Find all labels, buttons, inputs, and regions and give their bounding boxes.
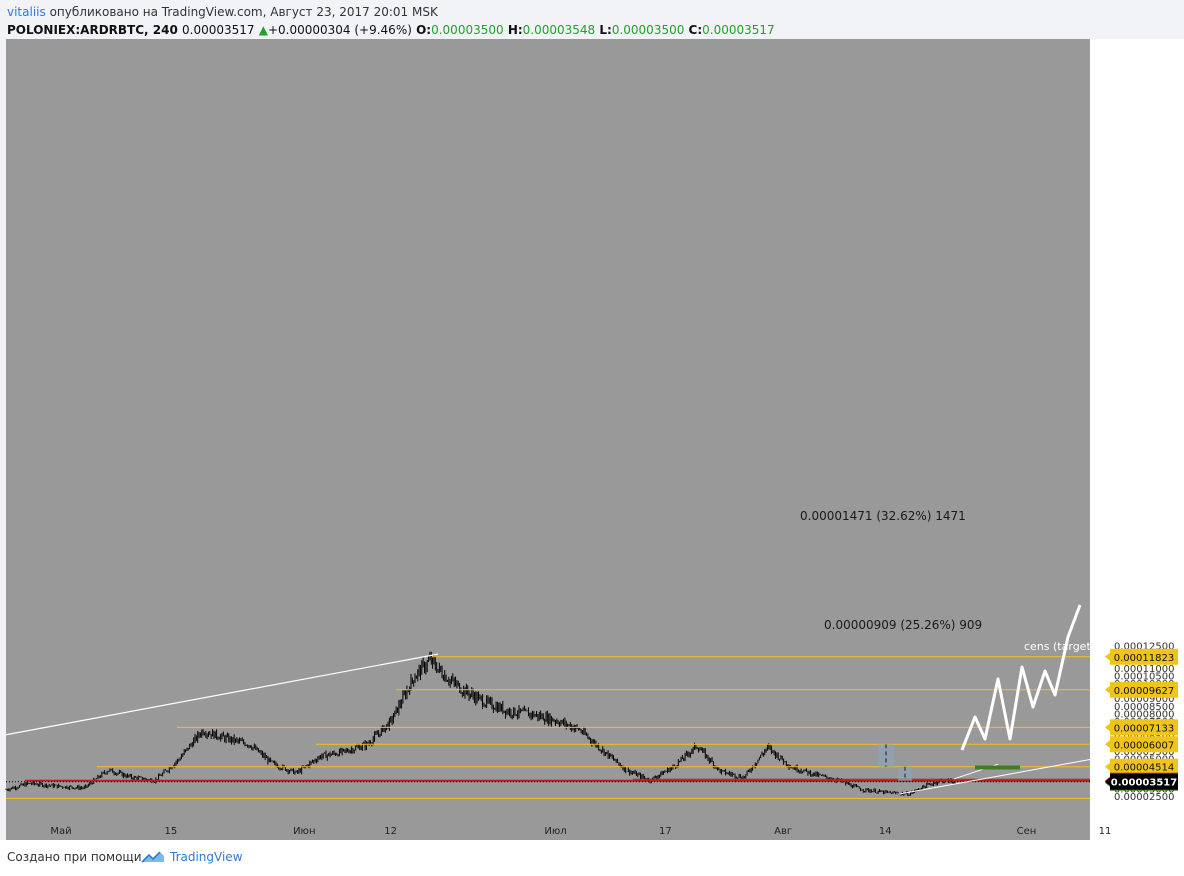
y-tick-label: 0.00012500 <box>1114 642 1174 653</box>
price-badge-pointer <box>1105 740 1110 749</box>
symbol-name[interactable]: POLONIEX:ARDRBTC, 240 <box>7 23 178 37</box>
high-label: H: <box>507 23 523 37</box>
published-text: опубликовано на TradingView.com, Август … <box>49 5 438 19</box>
change-up-arrow-icon: ▲ <box>258 23 268 37</box>
x-tick-label: 17 <box>659 826 672 837</box>
low-value: 0.00003500 <box>611 23 685 37</box>
measure-box-1 <box>878 744 894 767</box>
x-tick-label: Авг <box>774 826 792 837</box>
symbol-info-bar: POLONIEX:ARDRBTC, 240 0.00003517 ▲+0.000… <box>7 21 775 39</box>
low-label: L: <box>599 23 612 37</box>
x-tick-label: Июн <box>293 826 315 837</box>
price-badge-bg <box>1110 773 1178 790</box>
price-badge-pointer <box>1105 723 1110 732</box>
high-value: 0.00003548 <box>522 23 596 37</box>
target-label: cens (target) <box>1024 640 1095 653</box>
price-badges: 0.00011823 0.00009627 0.00007133 0.00006007… <box>1105 648 1178 791</box>
y-tick-label: 0.00008500 <box>1114 702 1174 713</box>
price-badge-pointer <box>1105 762 1110 771</box>
price-badge-bg <box>1110 736 1178 753</box>
price-badge-bg <box>1110 648 1178 665</box>
open-label: O: <box>416 23 432 37</box>
price-badge-pointer <box>1105 777 1110 786</box>
drawings-group <box>5 604 1109 799</box>
y-tick-label: 0.00009000 <box>1114 694 1174 705</box>
x-tick-label: 14 <box>879 826 892 837</box>
measure-label-2: 0.00000909 (25.26%) 909 <box>824 618 982 632</box>
price-badge-label: 0.00003517 <box>1111 778 1177 789</box>
y-tick-label: 0.00002500 <box>1114 792 1174 803</box>
author-link[interactable]: vitaliis <box>7 5 46 19</box>
price-badge-pointer <box>1105 685 1110 694</box>
x-tick-label: Май <box>50 826 71 837</box>
channel-lower-line <box>897 755 1109 795</box>
y-tick-label: 0.00008000 <box>1114 709 1174 720</box>
footer: Создано при помощи TradingView <box>0 840 1184 876</box>
made-with-text: Создано при помощи <box>7 850 142 864</box>
labels-group: 0.00001471 (32.62%) 1471 0.00000909 (25.2… <box>800 509 1095 653</box>
price-badge-label: 0.00004514 <box>1114 763 1174 774</box>
x-tick-label: 12 <box>384 826 397 837</box>
price-badge-bg <box>1110 758 1178 775</box>
y-tick-label: 0.00005500 <box>1114 747 1174 758</box>
candles-group <box>5 651 956 797</box>
price-badge-bg <box>1110 681 1178 698</box>
close-value: 0.00003517 <box>702 23 775 37</box>
price-badge-label: 0.00009627 <box>1114 686 1174 697</box>
price-chart[interactable]: 0.00001471 (32.62%) 1471 0.00000909 (25.2… <box>0 39 1184 840</box>
price-badge-pointer <box>1105 652 1110 661</box>
publish-info: vitaliis опубликовано на TradingView.com… <box>7 3 438 21</box>
close-label: C: <box>688 23 703 37</box>
tradingview-cloud-icon[interactable] <box>140 849 166 865</box>
price-badge-label: 0.00011823 <box>1114 653 1174 664</box>
trendline <box>5 653 439 736</box>
measure-label-1: 0.00001471 (32.62%) 1471 <box>800 509 966 523</box>
last-price: 0.00003517 <box>182 23 255 37</box>
x-tick-label: Июл <box>544 826 566 837</box>
y-tick-label: 0.00011000 <box>1114 664 1174 675</box>
plot-area[interactable] <box>6 39 1090 840</box>
price-change: +0.00000304 (+9.46%) <box>267 23 412 37</box>
x-tick-label: Сен <box>1017 826 1037 837</box>
price-badge-label: 0.00007133 <box>1114 723 1174 734</box>
x-tick-label: 15 <box>164 826 177 837</box>
x-axis-ticks: Май 15 Июн 12 Июл 17 Авг 14 Сен 11 <box>50 826 1111 837</box>
price-axis[interactable] <box>1090 39 1184 840</box>
x-tick-label: 11 <box>1099 826 1112 837</box>
open-value: 0.00003500 <box>431 23 504 37</box>
price-badge-bg <box>1110 719 1178 736</box>
projection-path <box>960 604 1082 751</box>
y-tick-label: 0.00010500 <box>1114 672 1174 683</box>
measure-box-2 <box>898 766 912 781</box>
tradingview-brand-link[interactable]: TradingView <box>170 850 243 864</box>
price-badge-label: 0.00006007 <box>1114 740 1174 751</box>
